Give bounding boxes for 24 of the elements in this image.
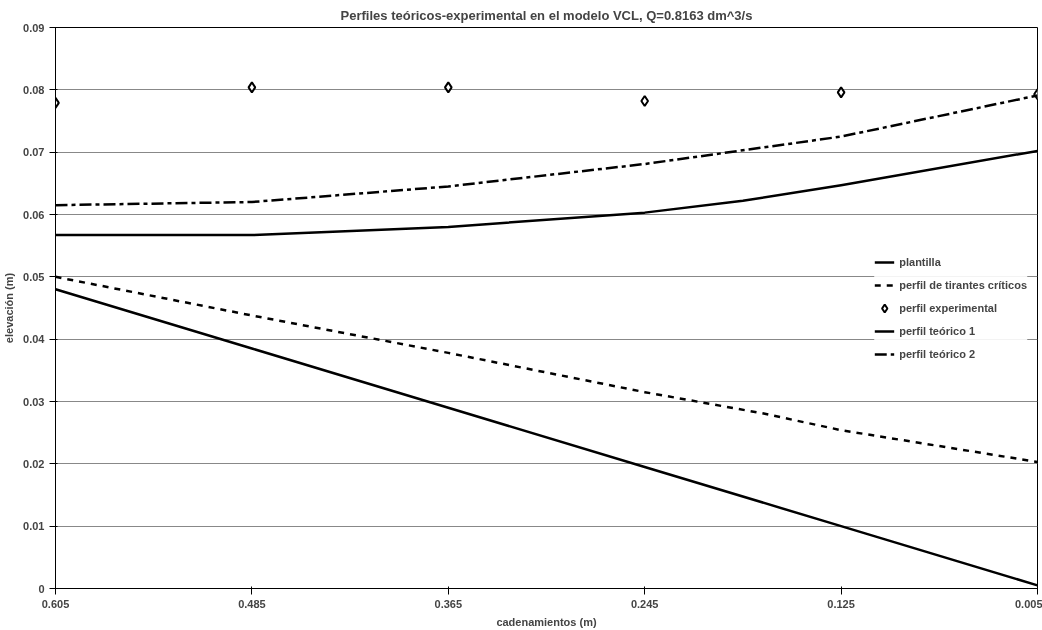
chart-title: Perfiles teóricos-experimental en el modelo VCL, Q=0.8163 dm^3/s: [340, 7, 753, 23]
legend-label: perfil de tirantes críticos: [899, 278, 1027, 291]
legend-label: perfil teórico 2: [899, 347, 976, 360]
y-tick-label: 0.04: [23, 333, 46, 346]
x-tick-label: 0.005: [1014, 597, 1042, 610]
y-tick-label: 0.06: [23, 208, 45, 221]
y-tick-label: 0: [38, 582, 45, 595]
x-axis-title: cadenamientos (m): [496, 615, 597, 628]
y-tick-label: 0.07: [23, 146, 45, 159]
legend-label: plantilla: [899, 255, 941, 268]
y-tick-label: 0.09: [23, 21, 45, 34]
legend-label: perfil experimental: [899, 301, 998, 314]
y-tick-label: 0.08: [23, 83, 45, 96]
y-tick-label: 0.05: [23, 270, 45, 283]
y-axis-title: elevación (m): [3, 272, 16, 344]
legend-label: perfil teórico 1: [899, 324, 976, 337]
x-tick-label: 0.125: [827, 597, 855, 610]
x-tick-label: 0.245: [630, 597, 659, 610]
x-tick-label: 0.485: [238, 597, 266, 610]
y-tick-label: 0.02: [23, 457, 45, 470]
x-tick-label: 0.365: [434, 597, 463, 610]
y-tick-label: 0.01: [23, 520, 45, 533]
x-tick-label: 0.605: [41, 597, 70, 610]
y-tick-label: 0.03: [23, 395, 45, 408]
